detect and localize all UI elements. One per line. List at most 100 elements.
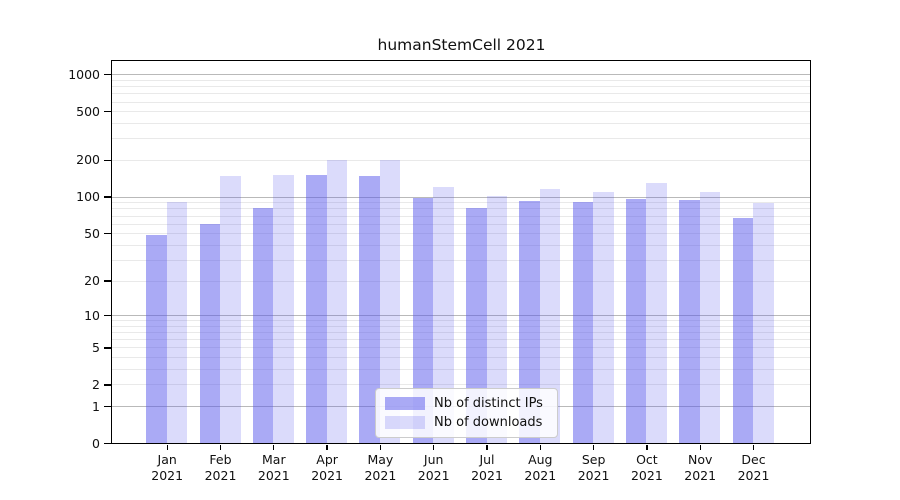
gridline-minor (112, 86, 810, 88)
bar-ips-mar (252, 208, 274, 443)
x-tick-month: Oct (636, 452, 658, 467)
y-tick-label: 100 (76, 189, 100, 205)
x-tick-year: 2021 (204, 467, 237, 483)
bar-ips-dec (732, 217, 753, 443)
legend-item-distinct-ips: Nb of distinct IPs (385, 396, 543, 411)
bar-downloads-jun (433, 186, 454, 443)
x-tick-month: Jul (479, 452, 495, 467)
legend: Nb of distinct IPs Nb of downloads (375, 388, 558, 438)
x-tick-year: 2021 (417, 467, 450, 483)
gridline-minor (112, 325, 810, 327)
bar-ips-aug (519, 201, 540, 443)
x-tick-mark (592, 445, 595, 450)
x-tick-year: 2021 (630, 467, 663, 483)
x-tick-label-oct: Oct 2021 (615, 452, 679, 483)
y-tick-label: 5 (92, 339, 100, 355)
y-tick-label: 1000 (68, 66, 100, 82)
y-tick-label: 500 (76, 103, 100, 119)
bar-ips-nov (679, 199, 700, 443)
gridline-minor (112, 244, 810, 246)
x-tick-mark (752, 445, 755, 450)
bar-downloads-mar (273, 175, 294, 443)
gridline-minor (112, 339, 810, 341)
x-tick-label-mar: Mar 2021 (242, 452, 306, 483)
gridline-minor (112, 357, 810, 359)
bar-downloads-jul (486, 196, 507, 443)
y-tick-mark (104, 159, 111, 162)
legend-item-downloads: Nb of downloads (385, 415, 543, 430)
y-tick-mark (104, 314, 111, 317)
x-tick-label-jan: Jan 2021 (135, 452, 199, 483)
y-tick-label: 1 (92, 398, 100, 414)
bar-ips-sep (572, 202, 594, 443)
bars-layer (112, 61, 810, 443)
x-tick-year: 2021 (684, 467, 717, 483)
bar-downloads-dec (753, 203, 774, 443)
legend-label-downloads: Nb of downloads (434, 415, 543, 430)
x-tick-year: 2021 (471, 467, 503, 483)
x-tick-label-jul: Jul 2021 (455, 452, 519, 483)
gridline-major (112, 196, 810, 198)
x-tick-label-aug: Aug 2021 (508, 452, 572, 483)
bar-ips-oct (625, 199, 647, 443)
bar-downloads-may (379, 159, 401, 443)
gridline-minor (112, 159, 810, 161)
gridline-major (112, 74, 810, 76)
y-tick-mark (104, 442, 111, 445)
y-tick-label: 0 (92, 435, 100, 451)
gridline-minor (112, 208, 810, 210)
x-tick-month: Jun (423, 452, 444, 467)
y-tick-label: 20 (84, 273, 100, 288)
legend-swatch-distinct-ips-icon (385, 397, 425, 410)
bar-downloads-feb (220, 175, 241, 443)
x-tick-label-dec: Dec 2021 (722, 452, 786, 483)
gridline-major (112, 315, 810, 317)
bar-downloads-oct (646, 182, 667, 443)
x-tick-month: Aug (528, 452, 553, 467)
y-tick-mark (104, 196, 111, 198)
x-tick-month: Dec (741, 452, 766, 467)
gridline-minor (112, 123, 810, 125)
x-tick-year: 2021 (577, 467, 610, 483)
bar-ips-jan (146, 235, 167, 443)
x-tick-label-jun: Jun 2021 (402, 452, 466, 483)
x-tick-mark (699, 445, 701, 450)
x-tick-year: 2021 (151, 467, 184, 483)
bar-downloads-nov (699, 192, 721, 443)
gridline-minor (112, 369, 810, 370)
bar-ips-may (359, 176, 380, 443)
plot-area: Nb of distinct IPs Nb of downloads (111, 60, 811, 444)
x-tick-mark (379, 445, 382, 450)
x-tick-month: Jan (157, 452, 177, 467)
bar-ips-apr (306, 174, 327, 443)
x-tick-mark (539, 445, 541, 450)
gridline-minor (112, 332, 810, 334)
x-tick-label-may: May 2021 (348, 452, 412, 483)
gridline-minor (112, 233, 810, 235)
gridline-minor (112, 101, 810, 103)
x-tick-month: Apr (316, 452, 338, 467)
x-tick-mark (273, 445, 275, 450)
x-tick-label-nov: Nov 2021 (668, 452, 732, 483)
y-tick-label: 50 (84, 225, 100, 241)
bar-downloads-jan (166, 202, 188, 443)
x-tick-month: Sep (581, 452, 606, 467)
gridline-minor (112, 215, 810, 217)
y-tick-mark (104, 232, 111, 235)
x-tick-mark (166, 445, 168, 450)
gridline-minor (112, 79, 810, 81)
gridline-minor (112, 280, 810, 282)
y-tick-mark (104, 74, 111, 76)
gridline-minor (112, 202, 810, 204)
gridline-minor (112, 259, 810, 261)
chart-title: humanStemCell 2021 (377, 36, 546, 54)
x-tick-label-feb: Feb 2021 (189, 452, 253, 483)
gridline-minor (112, 384, 810, 386)
y-tick-mark (104, 347, 111, 349)
gridline-minor (112, 223, 810, 225)
gridline-minor (112, 347, 810, 349)
y-tick-mark (104, 405, 111, 408)
x-tick-year: 2021 (524, 467, 557, 483)
gridline-minor (112, 111, 810, 113)
bar-downloads-sep (593, 191, 614, 443)
